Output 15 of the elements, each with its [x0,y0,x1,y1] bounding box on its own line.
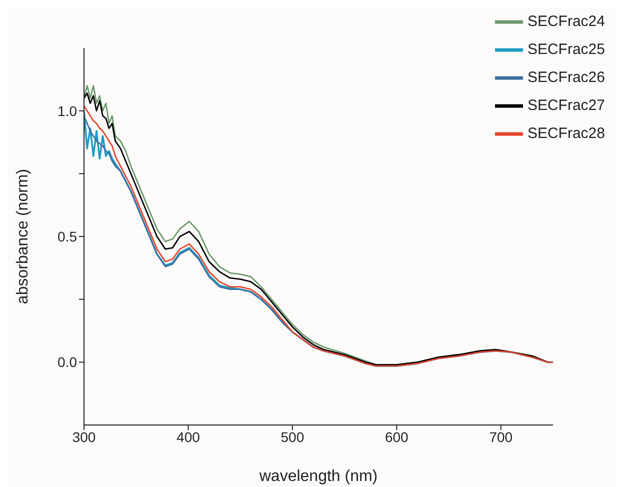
legend-label: SECFrac24 [527,12,605,30]
x-tick-label: 600 [384,428,409,445]
legend-label: SECFrac28 [527,124,605,142]
y-axis-title: absorbance (norm) [14,168,32,304]
y-tick-label: 0.5 [58,228,78,244]
legend-label: SECFrac25 [527,40,605,58]
legend-label: SECFrac26 [527,68,605,86]
legend-label: SECFrac27 [527,96,605,114]
x-axis-title: wavelength (nm) [258,468,378,485]
x-tick-label: 500 [280,428,304,445]
y-tick-label: 1.0 [58,102,78,119]
y-tick-label: 0.0 [58,354,78,370]
x-tick-label: 400 [176,428,200,445]
x-tick-label: 300 [72,428,96,445]
x-tick-label: 700 [489,428,513,445]
